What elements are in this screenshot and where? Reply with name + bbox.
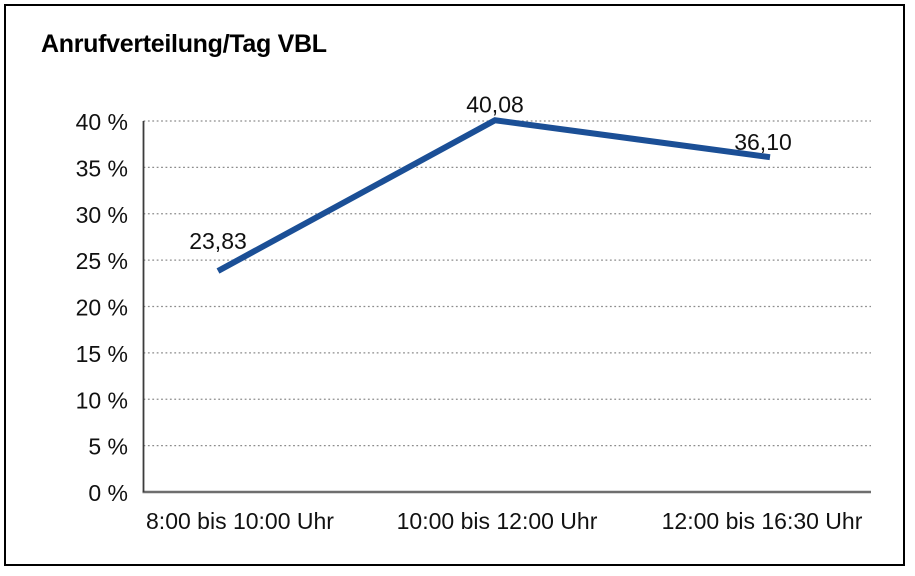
chart-frame [4,4,905,566]
chart-title: Anrufverteilung/Tag VBL [41,30,327,58]
y-tick-label: 40 % [76,109,128,135]
y-tick-label: 10 % [76,387,128,413]
point-label: 40,08 [466,91,524,117]
y-tick-label: 30 % [76,202,128,228]
x-tick-label: 8:00 bis 10:00 Uhr [146,508,334,534]
y-tick-label: 35 % [76,155,128,181]
series-line [216,117,771,274]
y-tick-label: 0 % [88,480,128,506]
x-tick-label: 10:00 bis 12:00 Uhr [397,508,598,534]
point-label: 23,83 [189,228,247,254]
point-label: 36,10 [734,129,792,155]
y-tick-label: 15 % [76,341,128,367]
y-tick-label: 25 % [76,248,128,274]
y-tick-label: 20 % [76,295,128,321]
y-tick-label: 5 % [88,434,128,460]
x-tick-label: 12:00 bis 16:30 Uhr [662,508,863,534]
